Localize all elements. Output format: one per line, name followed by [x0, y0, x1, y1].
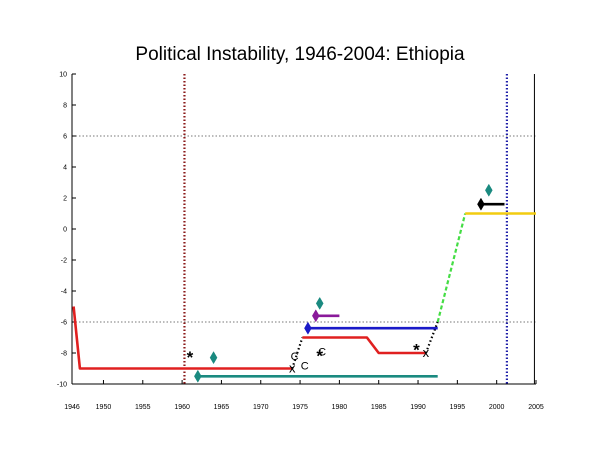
x-tick-label: 1980: [332, 404, 348, 411]
x-tick-label: 1955: [135, 404, 151, 411]
event-star-marker: *: [187, 348, 194, 367]
series-line-3: [424, 321, 439, 354]
series-line-2: [302, 336, 426, 355]
event-letter-marker: C: [291, 351, 299, 363]
y-tick-label: -10: [57, 382, 67, 389]
y-tick-label: 6: [63, 134, 67, 141]
event-diamond-marker: [315, 296, 324, 310]
y-tick-label: -4: [61, 289, 67, 296]
y-tick-label: -2: [61, 258, 67, 265]
x-tick-label: 1965: [214, 404, 230, 411]
x-tick-label: 1960: [174, 404, 190, 411]
event-diamond-marker: [194, 369, 202, 383]
y-tick-label: 2: [63, 196, 67, 203]
chart-title: Political Instability, 1946-2004: Ethiop…: [135, 44, 465, 65]
x-tick-label: 1946: [64, 404, 80, 411]
y-tick-label: -8: [61, 351, 67, 358]
event-cross-marker: x: [423, 345, 430, 360]
event-star-marker: *: [316, 347, 323, 366]
x-tick-label: 1950: [96, 404, 112, 411]
x-tick-label: 1975: [292, 404, 308, 411]
x-tick-label: 2005: [528, 404, 544, 411]
x-tick-label: 1990: [410, 404, 426, 411]
x-tick-label: 1995: [450, 404, 466, 411]
y-tick-label: 0: [63, 227, 67, 234]
event-letter-marker: C: [301, 360, 309, 372]
x-tick-label: 1985: [371, 404, 387, 411]
series-line-0: [72, 306, 293, 370]
event-diamond-marker: [477, 197, 485, 211]
y-tick-label: 8: [63, 103, 67, 110]
series-line-1: [291, 337, 304, 369]
event-cross-marker: x: [289, 361, 296, 376]
event-diamond-marker: [304, 321, 312, 335]
event-diamond-marker: [209, 351, 218, 365]
y-tick-label: 4: [63, 165, 67, 172]
y-tick-label: -6: [61, 320, 67, 327]
event-star-marker: *: [413, 340, 420, 359]
x-tick-label: 1970: [253, 404, 269, 411]
event-letter-marker: C: [318, 346, 326, 358]
event-diamond-marker: [312, 309, 320, 323]
event-diamond-marker: [485, 183, 493, 197]
series-line-4: [436, 213, 467, 323]
x-tick-label: 2000: [489, 404, 505, 411]
y-tick-label: 10: [59, 72, 67, 79]
